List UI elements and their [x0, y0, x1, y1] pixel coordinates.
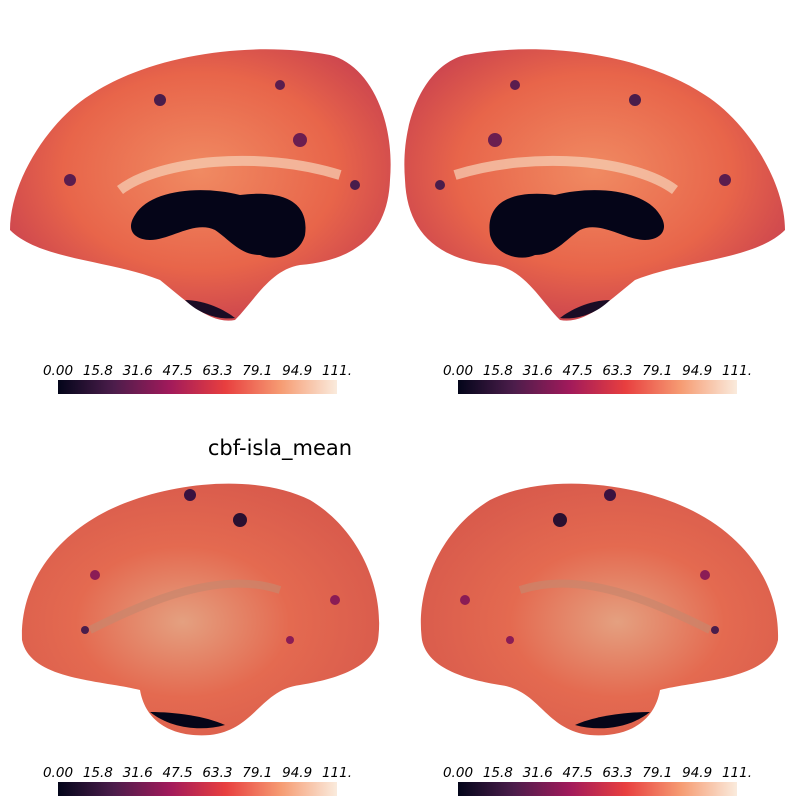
colorbar-tick-label: 15.8 [83, 765, 113, 781]
colorbar-tick-label: 15.8 [483, 765, 513, 781]
colorbar-tick-label: 31.6 [523, 765, 553, 781]
colorbar-tick-label: 111. [722, 363, 752, 379]
colorbar-tick-label: 0.00 [443, 363, 473, 379]
brain-lateral-left [22, 484, 379, 736]
colorbar-tick-label: 47.5 [163, 363, 193, 379]
colorbar-tick-label: 94.9 [282, 765, 312, 781]
colorbar-tick-label: 79.1 [242, 363, 272, 379]
colorbar-tick-label: 15.8 [483, 363, 513, 379]
brain-lateral-right [421, 484, 778, 736]
colorbar-tick-label: 15.8 [83, 363, 113, 379]
colorbar-tick-label: 31.6 [523, 363, 553, 379]
colorbar [458, 782, 737, 796]
colorbar-tick-label: 63.3 [602, 765, 632, 781]
colorbar-tick-label: 47.5 [563, 363, 593, 379]
colorbar-tick-label: 79.1 [642, 363, 672, 379]
colorbar-tick-label: 63.3 [202, 363, 232, 379]
colorbar-tick-label: 0.00 [443, 765, 473, 781]
colorbar-tick-label: 94.9 [682, 765, 712, 781]
colorbar-tick-label: 111. [722, 765, 752, 781]
colorbar-tick-label: 31.6 [123, 765, 153, 781]
colorbar-tick-label: 79.1 [642, 765, 672, 781]
title: cbf-isla_mean [208, 436, 352, 461]
colorbar-tick-label: 111. [322, 765, 352, 781]
colorbar-tick-label: 111. [322, 363, 352, 379]
colorbar-tick-label: 63.3 [602, 363, 632, 379]
colorbar-tick-label: 47.5 [563, 765, 593, 781]
brain-medial-right [404, 49, 785, 320]
colorbar-tick-label: 79.1 [242, 765, 272, 781]
colorbar-tick-label: 0.00 [43, 363, 73, 379]
colorbar-tick-label: 94.9 [282, 363, 312, 379]
colorbar-tick-label: 63.3 [202, 765, 232, 781]
colorbar-tick-label: 47.5 [163, 765, 193, 781]
colorbar-tick-label: 94.9 [682, 363, 712, 379]
colorbar [58, 380, 337, 394]
brain-medial-left [10, 49, 391, 320]
colorbar-tick-label: 31.6 [123, 363, 153, 379]
colorbar-tick-label: 0.00 [43, 765, 73, 781]
colorbar [58, 782, 337, 796]
colorbar [458, 380, 737, 394]
